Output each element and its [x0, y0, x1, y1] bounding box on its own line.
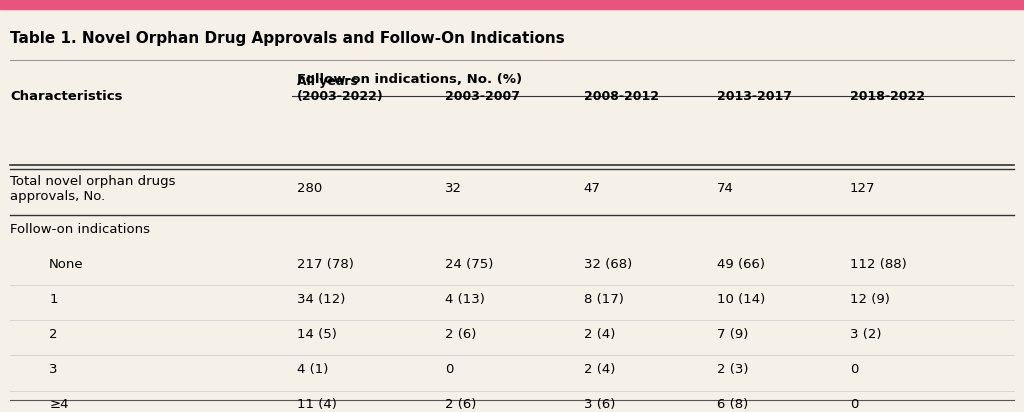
- Text: 0: 0: [850, 398, 858, 412]
- Text: 74: 74: [717, 183, 733, 195]
- Text: 3 (6): 3 (6): [584, 398, 615, 412]
- Text: 6 (8): 6 (8): [717, 398, 749, 412]
- Text: 4 (13): 4 (13): [445, 293, 485, 306]
- Text: Table 1. Novel Orphan Drug Approvals and Follow-On Indications: Table 1. Novel Orphan Drug Approvals and…: [10, 31, 565, 46]
- Text: Follow-on indications, No. (%): Follow-on indications, No. (%): [297, 73, 522, 87]
- Text: 2 (4): 2 (4): [584, 328, 615, 341]
- Text: 2 (6): 2 (6): [445, 398, 477, 412]
- Text: 10 (14): 10 (14): [717, 293, 765, 306]
- Text: 2013-2017: 2013-2017: [717, 89, 792, 103]
- Text: 7 (9): 7 (9): [717, 328, 749, 341]
- Text: 32 (68): 32 (68): [584, 258, 632, 271]
- Text: 112 (88): 112 (88): [850, 258, 906, 271]
- Text: 2 (3): 2 (3): [717, 363, 749, 376]
- Text: 14 (5): 14 (5): [297, 328, 337, 341]
- Text: 0: 0: [850, 363, 858, 376]
- Text: 11 (4): 11 (4): [297, 398, 337, 412]
- Text: 2008-2012: 2008-2012: [584, 89, 658, 103]
- Text: All years
(2003-2022): All years (2003-2022): [297, 75, 384, 103]
- Text: 1: 1: [49, 293, 57, 306]
- Text: ≥4: ≥4: [49, 398, 69, 412]
- Text: Total novel orphan drugs
approvals, No.: Total novel orphan drugs approvals, No.: [10, 175, 176, 203]
- Text: 2 (4): 2 (4): [584, 363, 615, 376]
- Text: Follow-on indications: Follow-on indications: [10, 223, 151, 236]
- Text: 3: 3: [49, 363, 57, 376]
- Text: 8 (17): 8 (17): [584, 293, 624, 306]
- Text: 4 (1): 4 (1): [297, 363, 329, 376]
- Text: 49 (66): 49 (66): [717, 258, 765, 271]
- Bar: [0, 0, 1024, 9]
- Text: 2: 2: [49, 328, 57, 341]
- Text: Characteristics: Characteristics: [10, 89, 123, 103]
- Text: 12 (9): 12 (9): [850, 293, 890, 306]
- Text: 3 (2): 3 (2): [850, 328, 882, 341]
- Text: 34 (12): 34 (12): [297, 293, 345, 306]
- Text: 2003-2007: 2003-2007: [445, 89, 520, 103]
- Text: 2 (6): 2 (6): [445, 328, 477, 341]
- Text: 280: 280: [297, 183, 323, 195]
- Text: 47: 47: [584, 183, 600, 195]
- Text: 217 (78): 217 (78): [297, 258, 354, 271]
- Text: 24 (75): 24 (75): [445, 258, 494, 271]
- Text: 127: 127: [850, 183, 876, 195]
- Text: None: None: [49, 258, 84, 271]
- Text: 2018-2022: 2018-2022: [850, 89, 925, 103]
- Text: 0: 0: [445, 363, 454, 376]
- Text: 32: 32: [445, 183, 463, 195]
